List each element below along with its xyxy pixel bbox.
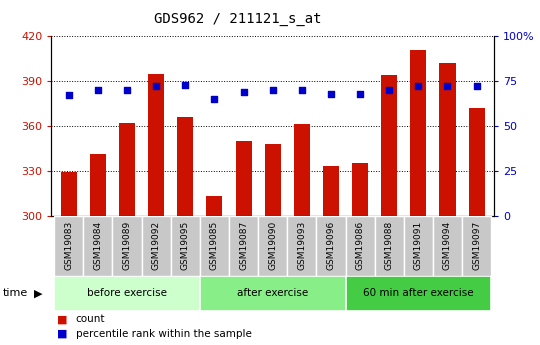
Point <box>210 96 219 102</box>
Bar <box>346 276 491 310</box>
Point <box>298 87 306 93</box>
Point <box>327 91 335 96</box>
Bar <box>294 125 310 216</box>
Text: GSM19086: GSM19086 <box>356 221 364 270</box>
Text: count: count <box>76 314 105 324</box>
Bar <box>258 216 287 276</box>
Bar <box>462 216 491 276</box>
Point <box>93 87 102 93</box>
Point <box>414 84 423 89</box>
Text: GSM19083: GSM19083 <box>64 221 73 270</box>
Text: GSM19093: GSM19093 <box>298 221 306 270</box>
Point <box>356 91 364 96</box>
Text: GSM19085: GSM19085 <box>210 221 219 270</box>
Bar <box>469 108 484 216</box>
Bar <box>316 216 346 276</box>
Bar <box>206 196 222 216</box>
Point <box>64 93 73 98</box>
Bar <box>148 73 164 216</box>
Bar <box>381 75 397 216</box>
Bar <box>177 117 193 216</box>
Bar <box>323 166 339 216</box>
Text: GSM19092: GSM19092 <box>152 221 161 270</box>
Bar <box>61 172 77 216</box>
Text: GSM19091: GSM19091 <box>414 221 423 270</box>
Bar <box>440 63 456 216</box>
Bar <box>141 216 171 276</box>
Text: GSM19087: GSM19087 <box>239 221 248 270</box>
Bar <box>90 154 106 216</box>
Text: GSM19096: GSM19096 <box>327 221 335 270</box>
Text: GSM19090: GSM19090 <box>268 221 277 270</box>
Text: GSM19095: GSM19095 <box>181 221 190 270</box>
Point <box>443 84 452 89</box>
Point <box>385 87 394 93</box>
Bar <box>433 216 462 276</box>
Text: GSM19084: GSM19084 <box>93 221 103 270</box>
Bar <box>287 216 316 276</box>
Bar <box>346 216 375 276</box>
Bar <box>200 276 346 310</box>
Bar <box>200 216 229 276</box>
Bar <box>235 141 252 216</box>
Text: time: time <box>3 288 28 298</box>
Point <box>181 82 190 87</box>
Text: ■: ■ <box>57 329 67 339</box>
Text: before exercise: before exercise <box>87 288 167 298</box>
Bar <box>265 144 281 216</box>
Bar <box>171 216 200 276</box>
Point <box>123 87 131 93</box>
Bar <box>112 216 141 276</box>
Bar <box>410 50 427 216</box>
Text: GSM19088: GSM19088 <box>384 221 394 270</box>
Bar <box>229 216 258 276</box>
Text: ■: ■ <box>57 314 67 324</box>
Bar <box>54 216 83 276</box>
Text: GSM19097: GSM19097 <box>472 221 481 270</box>
Text: 60 min after exercise: 60 min after exercise <box>363 288 474 298</box>
Bar <box>375 216 404 276</box>
Point <box>268 87 277 93</box>
Text: after exercise: after exercise <box>237 288 308 298</box>
Point <box>152 84 160 89</box>
Point <box>239 89 248 95</box>
Bar <box>54 276 200 310</box>
Point <box>472 84 481 89</box>
Bar <box>119 123 135 216</box>
Text: ▶: ▶ <box>33 288 42 298</box>
Text: GSM19089: GSM19089 <box>123 221 132 270</box>
Text: GDS962 / 211121_s_at: GDS962 / 211121_s_at <box>153 12 321 26</box>
Bar <box>404 216 433 276</box>
Text: GSM19094: GSM19094 <box>443 221 452 270</box>
Bar <box>352 163 368 216</box>
Bar <box>83 216 112 276</box>
Text: percentile rank within the sample: percentile rank within the sample <box>76 329 252 339</box>
